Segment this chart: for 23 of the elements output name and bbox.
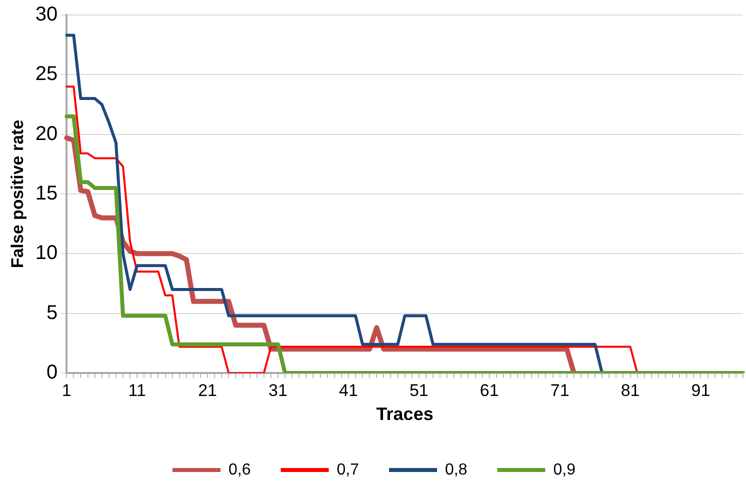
legend-label: 0,9: [553, 461, 576, 478]
x-axis-title: Traces: [376, 404, 434, 424]
y-tick-label: 30: [35, 4, 58, 26]
x-tick-label: 61: [480, 380, 499, 400]
x-tick-label: 81: [620, 380, 640, 400]
y-tick-label: 20: [35, 122, 58, 145]
y-axis-title: False positive rate: [8, 120, 27, 268]
x-tick-label: 21: [198, 380, 218, 400]
x-tick-label: 71: [550, 380, 570, 400]
legend-label: 0,6: [228, 461, 251, 478]
x-tick-label: 31: [268, 380, 288, 400]
y-tick-label: 25: [35, 63, 58, 86]
y-tick-label: 0: [46, 362, 58, 384]
y-tick-label: 10: [35, 242, 58, 264]
y-tick-label: 5: [46, 302, 58, 324]
legend-label: 0,8: [445, 461, 468, 478]
x-tick-label: 1: [62, 380, 72, 400]
x-tick-label: 11: [128, 380, 146, 400]
x-tick-label: 91: [691, 380, 710, 400]
legend-label: 0,7: [336, 461, 360, 478]
y-tick-label: 15: [35, 182, 58, 205]
x-tick-label: 51: [409, 380, 428, 400]
x-tick-label: 41: [339, 380, 358, 400]
